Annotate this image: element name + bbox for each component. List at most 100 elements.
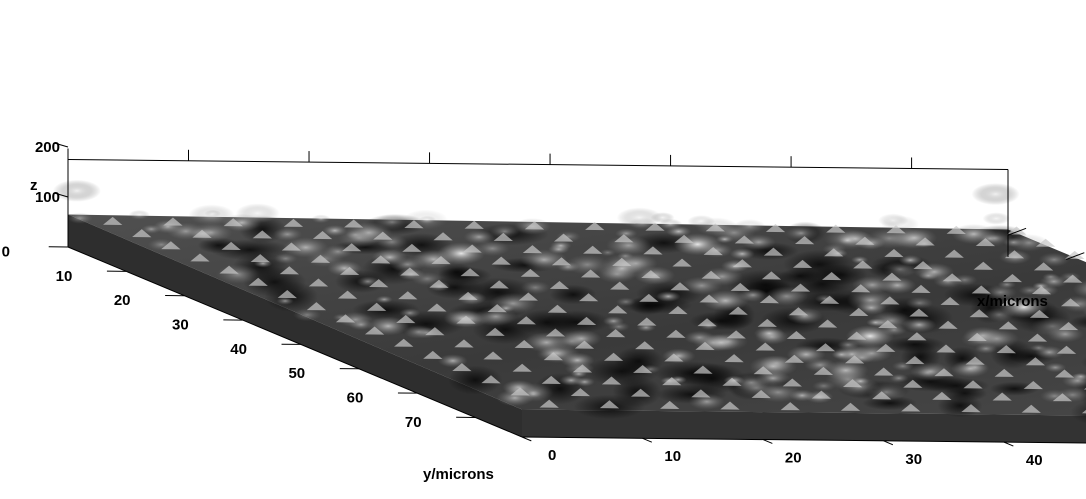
x-tick-label: 20 — [785, 450, 802, 467]
surface-spike — [491, 256, 511, 265]
z-tick — [54, 192, 69, 198]
dark-patch — [542, 310, 611, 334]
surface-bump — [656, 290, 681, 302]
surface-spike — [759, 295, 779, 304]
dark-patch — [884, 336, 946, 353]
surface-spike — [637, 317, 657, 326]
surface-spike — [761, 271, 782, 280]
surface-bump — [870, 311, 913, 331]
surface-spike — [973, 261, 993, 270]
surface-bump — [1038, 252, 1070, 267]
surface-spike — [641, 270, 661, 279]
surface-spike — [907, 332, 927, 341]
surface-spike — [219, 265, 239, 274]
surface-spike — [1029, 309, 1050, 318]
surface-bump — [1044, 362, 1067, 373]
surface-bump — [855, 300, 887, 315]
surface-bump — [235, 203, 280, 224]
surface-bump — [1032, 282, 1049, 290]
surface-spike — [855, 236, 875, 245]
surface-spike — [1081, 409, 1086, 414]
x-tick — [762, 439, 773, 444]
surface-spike — [872, 391, 892, 400]
surface-spike — [603, 352, 624, 361]
surface-spike — [849, 307, 869, 317]
surface-spike — [306, 302, 327, 311]
surface-bump — [463, 229, 495, 244]
surface-spike — [992, 392, 1012, 401]
surface-spike — [965, 356, 985, 365]
surface-spike — [1033, 262, 1054, 271]
x-axis-label: x/microns — [977, 293, 1048, 310]
surface-spike — [782, 378, 802, 387]
surface-spike — [853, 260, 873, 269]
surface-spike — [402, 243, 422, 252]
surface-spike — [342, 243, 362, 252]
surface-spike — [574, 340, 595, 349]
surface-spike — [786, 331, 807, 340]
surface-bump — [753, 326, 785, 341]
surface-bump — [141, 224, 162, 234]
surface-spike — [396, 314, 416, 324]
x-axis-line — [521, 436, 1086, 444]
surface-spike — [703, 247, 723, 256]
surface-bump — [550, 240, 572, 251]
surface-spike — [585, 222, 605, 231]
surface-spike — [427, 303, 447, 312]
surface-bump — [783, 225, 819, 241]
surface-spike — [670, 282, 690, 291]
y-tick-label: 60 — [347, 390, 364, 407]
surface-spike — [660, 400, 680, 409]
y-tick-label: 0 — [2, 243, 10, 260]
x-tick-label: 30 — [905, 451, 922, 468]
surface-bump — [375, 295, 393, 304]
surface-spike — [1052, 393, 1073, 402]
surface-spike — [1004, 250, 1025, 259]
surface-spike — [913, 261, 933, 270]
surface-bump — [128, 209, 150, 220]
surface-spike — [612, 257, 632, 267]
surface-spike — [757, 318, 777, 327]
surface-spike — [608, 305, 628, 314]
surface-spike — [662, 377, 682, 386]
surface-spike — [1023, 381, 1043, 390]
surface-spike — [367, 302, 387, 311]
surface-bump — [438, 354, 468, 368]
surface-spike — [337, 290, 358, 299]
surface-spike — [674, 234, 694, 243]
surface-spike — [880, 296, 900, 305]
y-tick-label: 20 — [114, 292, 131, 309]
z-axis-label: z — [30, 177, 38, 194]
surface-bump — [681, 276, 723, 295]
surface-bump — [276, 297, 294, 305]
surface-bump — [889, 373, 909, 383]
surface-spike — [252, 230, 272, 239]
surface-spike — [819, 295, 840, 304]
surface-front-edge — [522, 409, 1086, 443]
surface-spike — [599, 400, 620, 409]
surface-spike — [512, 363, 532, 372]
surface-spike — [310, 254, 331, 263]
surface-left-edge — [68, 214, 522, 437]
surface-spike — [279, 266, 299, 275]
surface-bump — [311, 214, 331, 224]
surface-peak-large — [971, 183, 1020, 206]
x-tick — [883, 440, 894, 446]
surface-spike — [691, 389, 711, 398]
surface-bump — [616, 207, 663, 228]
back-top-edge-x — [67, 159, 1009, 170]
surface-spike — [553, 233, 574, 242]
surface-spike — [1054, 369, 1075, 378]
surface-spike — [545, 328, 566, 337]
surface-peak-large — [52, 179, 101, 202]
surface-bump — [831, 350, 852, 360]
surface-spike — [344, 219, 364, 228]
surface-spike — [423, 350, 443, 359]
surface-spike — [520, 268, 541, 277]
surface-spike — [780, 402, 800, 411]
surface-spike — [1021, 404, 1041, 413]
surface-spike — [163, 217, 183, 226]
surface-bump — [348, 319, 374, 331]
surface-spike — [456, 315, 476, 324]
surface-spike — [701, 270, 721, 279]
